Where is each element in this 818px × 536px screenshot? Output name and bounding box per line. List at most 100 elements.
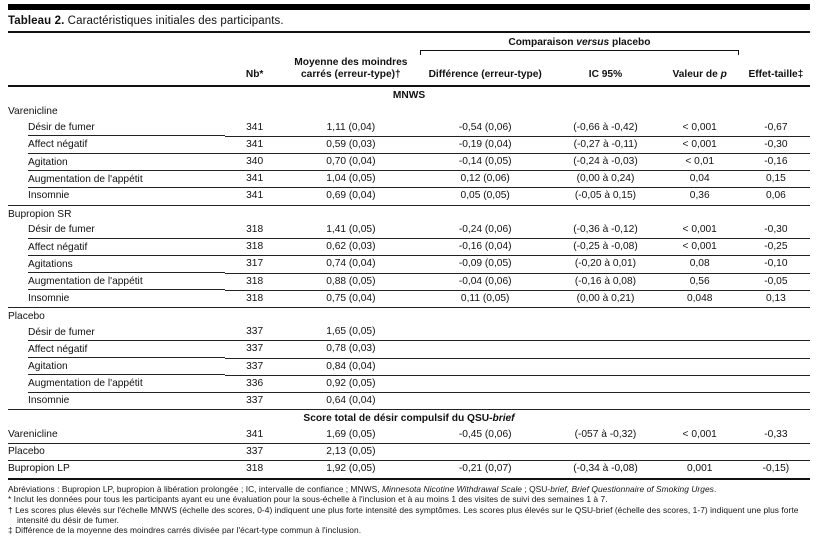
row-label: Désir de fumer <box>8 119 225 137</box>
participants-table: Comparaison versus placebo Nb* Moyenne d… <box>8 33 810 480</box>
ic-cell <box>553 375 658 394</box>
table-row: Varenicline 341 1,69 (0,05) -0,45 (0,06) (-0… <box>8 427 810 445</box>
diff-cell: -0,24 (0,06) <box>417 221 554 240</box>
diff-cell <box>417 340 554 359</box>
abbrev-text-1: Abréviations : Bupropion LP, bupropion à… <box>8 483 383 494</box>
row-label: Augmentation de l'appétit <box>8 170 225 188</box>
mean-cell: 0,62 (0,03) <box>284 238 418 257</box>
spanner-bracket <box>420 50 739 56</box>
effect-cell: -0,10 <box>741 255 810 274</box>
effect-cell: -0,16 <box>741 153 810 172</box>
abbrev-text-3: . <box>713 483 717 494</box>
table-row: Affect négatif 318 0,62 (0,03) -0,16 (0,04)… <box>8 238 810 257</box>
p-cell: 0,36 <box>657 187 742 206</box>
nb-cell: 341 <box>224 427 285 445</box>
table-row: Agitations 317 0,74 (0,04) -0,09 (0,05) (-0,… <box>8 255 810 274</box>
effect-cell <box>741 358 810 376</box>
p-cell <box>657 340 742 359</box>
col-header-nb: Nb* <box>224 55 285 87</box>
table-row: Désir de fumer 318 1,41 (0,05) -0,24 (0,06)… <box>8 221 810 240</box>
mean-cell: 1,41 (0,05) <box>284 221 418 240</box>
scale-header-label: MNWS <box>8 86 810 104</box>
p-cell: 0,048 <box>657 290 742 309</box>
table-row: Désir de fumer 337 1,65 (0,05) <box>8 324 810 342</box>
mean-cell: 2,13 (0,05) <box>284 443 418 462</box>
effect-cell: -0,33 <box>741 427 810 445</box>
table-row: Insomnie 318 0,75 (0,04) 0,11 (0,05) (0,00 à… <box>8 290 810 309</box>
row-label: Placebo <box>8 443 225 462</box>
row-label: Bupropion LP <box>8 460 225 480</box>
ic-cell: (-0,16 à 0,08) <box>553 273 658 291</box>
table-title: Tableau 2. Caractéristiques initiales de… <box>8 10 810 33</box>
comparison-spanner-label: Comparaison versus placebo <box>417 37 742 48</box>
table-row: Augmentation de l'appétit 318 0,88 (0,05) -… <box>8 273 810 291</box>
ic-cell: (0,00 à 0,21) <box>553 290 658 309</box>
effect-cell: -0,30 <box>741 136 810 155</box>
table-row: Bupropion LP 318 1,92 (0,05) -0,21 (0,07) (-… <box>8 460 810 480</box>
spanner-text-post: placebo <box>609 37 651 48</box>
ic-cell <box>553 443 658 462</box>
table-row: Désir de fumer 341 1,11 (0,04) -0,54 (0,06)… <box>8 119 810 137</box>
effect-cell: 0,15 <box>741 170 810 189</box>
nb-cell: 318 <box>224 273 285 291</box>
row-label: Insomnie <box>8 187 225 206</box>
scale-header-italic: brief <box>492 413 515 425</box>
mean-cell: 0,74 (0,04) <box>284 255 418 274</box>
footnotes: Abréviations : Bupropion LP, bupropion à… <box>8 480 810 536</box>
p-cell <box>657 324 742 342</box>
diff-cell: -0,16 (0,04) <box>417 238 554 257</box>
table-row: Affect négatif 341 0,59 (0,03) -0,19 (0,04)… <box>8 136 810 155</box>
top-rule-bar <box>8 4 810 10</box>
effect-cell <box>741 375 810 394</box>
nb-cell: 337 <box>224 443 285 462</box>
p-cell: < 0,001 <box>657 119 742 137</box>
mean-cell: 0,88 (0,05) <box>284 273 418 291</box>
p-cell: 0,08 <box>657 255 742 274</box>
mean-cell: 1,04 (0,05) <box>284 170 418 189</box>
diff-cell: -0,45 (0,06) <box>417 427 554 445</box>
ic-cell: (-0,25 à -0,08) <box>553 238 658 257</box>
ic-cell <box>553 340 658 359</box>
p-cell: 0,56 <box>657 273 742 291</box>
p-cell: < 0,001 <box>657 427 742 445</box>
mean-cell: 0,78 (0,03) <box>284 340 418 359</box>
row-label: Agitation <box>8 358 225 376</box>
table-title-text: Caractéristiques initiales des participa… <box>64 15 284 27</box>
p-cell: < 0,001 <box>657 221 742 240</box>
ic-cell: (-0,34 à -0,08) <box>553 460 658 480</box>
diff-cell <box>417 443 554 462</box>
treatment-group-row: Bupropion SR <box>8 205 810 222</box>
nb-cell: 337 <box>224 340 285 359</box>
table-row: Agitation 337 0,84 (0,04) <box>8 358 810 376</box>
treatment-group-row: Varenicline <box>8 103 810 119</box>
nb-cell: 317 <box>224 255 285 274</box>
ic-cell: (0,00 à 0,24) <box>553 170 658 189</box>
effect-cell: -0,25 <box>741 238 810 257</box>
row-label: Agitation <box>8 153 225 171</box>
treatment-group-row: Placebo <box>8 308 810 325</box>
spanner-text-italic: versus <box>576 37 610 48</box>
row-label: Varenicline <box>8 427 225 445</box>
column-header-row: Nb* Moyenne des moindres carrés (erreur-… <box>8 55 810 87</box>
effect-cell <box>741 392 810 411</box>
ic-cell: (-0,27 à -0,11) <box>553 136 658 155</box>
table-title-number: Tableau 2. <box>8 15 65 27</box>
footnote-dagger: † Les scores plus élevés sur l'échelle M… <box>8 504 799 525</box>
mean-cell: 0,70 (0,04) <box>284 153 418 172</box>
p-cell: < 0,01 <box>657 153 742 172</box>
table-row: Agitation 340 0,70 (0,04) -0,14 (0,05) (-0,2… <box>8 153 810 172</box>
effect-cell <box>741 340 810 359</box>
row-label: Augmentation de l'appétit <box>8 375 225 393</box>
p-cell <box>657 375 742 394</box>
diff-cell <box>417 392 554 411</box>
effect-cell <box>741 324 810 342</box>
nb-cell: 337 <box>224 324 285 342</box>
effect-cell: -0,30 <box>741 221 810 240</box>
mean-cell: 1,65 (0,05) <box>284 324 418 342</box>
col-header-p: Valeur de p <box>657 55 742 87</box>
mean-cell: 1,11 (0,04) <box>284 119 418 137</box>
table-row: Placebo 337 2,13 (0,05) <box>8 443 810 462</box>
effect-cell: 0,06 <box>741 187 810 206</box>
diff-cell: 0,12 (0,06) <box>417 170 554 189</box>
